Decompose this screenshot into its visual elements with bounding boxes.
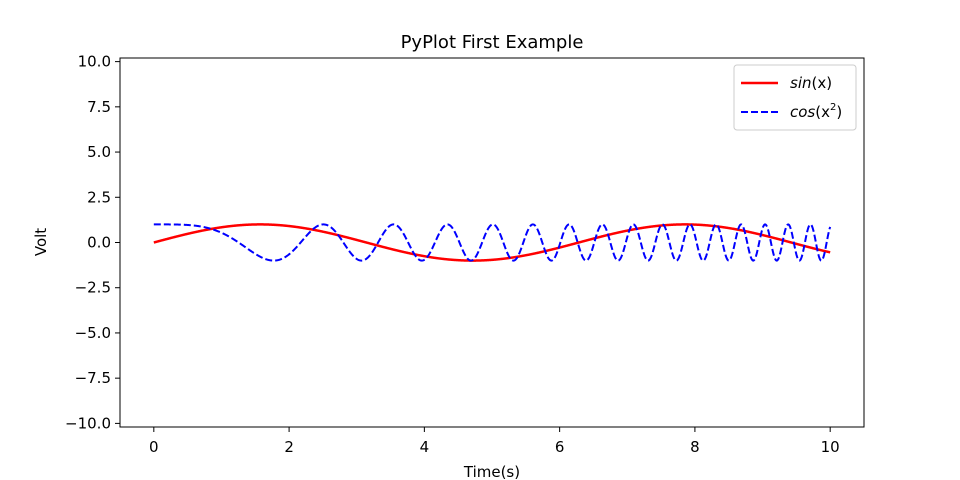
legend-sin-func: sin bbox=[790, 74, 812, 92]
legend-box bbox=[733, 64, 857, 131]
y-tick-label: −5.0 bbox=[75, 324, 111, 342]
series-line-cos bbox=[153, 223, 832, 262]
legend-cos-arg-close: ) bbox=[836, 103, 842, 121]
series-layer bbox=[152, 223, 832, 262]
y-tick-label: −2.5 bbox=[75, 279, 111, 297]
y-axis-label: Volt bbox=[32, 228, 50, 256]
x-tick-label: 8 bbox=[690, 438, 700, 456]
chart-title: PyPlot First Example bbox=[401, 32, 584, 53]
legend-cos-superscript: 2 bbox=[830, 102, 836, 113]
y-tick-label: 10.0 bbox=[78, 53, 111, 71]
legend-cos-arg-open: (x bbox=[815, 103, 830, 121]
x-tick-label: 6 bbox=[555, 438, 565, 456]
x-axis-label: Time(s) bbox=[463, 463, 520, 480]
x-tick-label: 0 bbox=[149, 438, 159, 456]
y-tick-label: 5.0 bbox=[87, 143, 111, 161]
y-tick-label: −7.5 bbox=[75, 369, 111, 387]
legend-cos-label: cos(x2) bbox=[790, 102, 842, 121]
y-tick-label: 7.5 bbox=[87, 98, 111, 116]
y-tick-label: 2.5 bbox=[87, 188, 111, 206]
legend-sin-arg: (x) bbox=[812, 74, 833, 92]
x-tick-label: 10 bbox=[821, 438, 840, 456]
x-tick-label: 4 bbox=[420, 438, 430, 456]
y-axis: 10.0 7.5 5.0 2.5 0.0 −2.5 −5.0 −7.5 −10.0 bbox=[65, 53, 120, 432]
legend: sin(x) cos(x2) bbox=[733, 64, 857, 131]
x-tick-label: 2 bbox=[284, 438, 294, 456]
legend-sin-label: sin(x) bbox=[790, 74, 832, 92]
y-tick-label: 0.0 bbox=[87, 234, 111, 252]
legend-cos-func: cos bbox=[790, 103, 815, 121]
x-axis: 0 2 4 6 8 10 bbox=[149, 427, 840, 456]
y-tick-label: −10.0 bbox=[65, 414, 111, 432]
